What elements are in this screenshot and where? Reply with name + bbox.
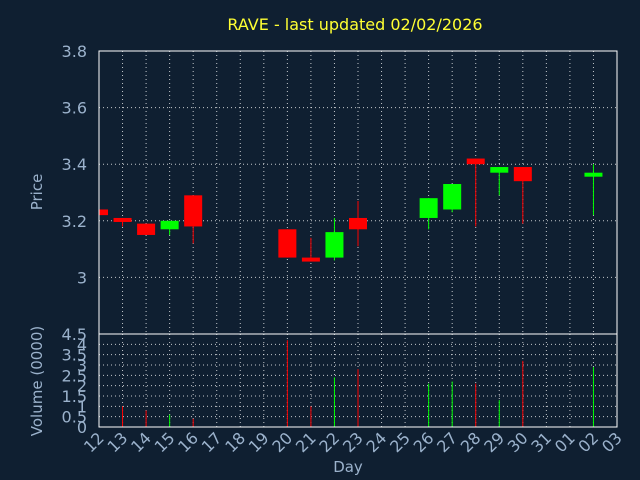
volume-y-tick-label: 0 <box>77 418 87 437</box>
price-panel: 3.8 3.6 3.4 3.2 3 <box>62 42 618 335</box>
candle-body <box>325 232 344 258</box>
volume-y-tick-label: 4.5 <box>62 325 87 344</box>
volume-bars <box>122 340 594 427</box>
candle-body <box>443 184 462 210</box>
candle-body <box>584 172 603 177</box>
candle-body <box>419 198 438 218</box>
volume-y-tick-label: 2.5 <box>62 366 87 385</box>
candle-body <box>184 195 203 227</box>
x-axis-label: Day <box>333 458 363 476</box>
volume-y-tick-label: 1.5 <box>62 387 87 406</box>
volume-axis-label: Volume (0000) <box>28 326 46 436</box>
candle-body <box>513 167 532 182</box>
volume-y-tick-label: 4 <box>77 335 87 354</box>
price-y-tick-label: 3.8 <box>62 42 87 61</box>
volume-y-tick-label: 3 <box>77 356 87 375</box>
candle-body <box>490 167 509 173</box>
chart-title: RAVE - last updated 02/02/2026 <box>227 15 482 34</box>
candle-body <box>349 217 367 230</box>
volume-y-tick-label: 0.5 <box>62 408 87 427</box>
volume-panel: 4.543.532.521.510.50 <box>62 325 618 437</box>
candle-body <box>137 223 156 235</box>
x-axis-ticks: 1213141516171819202122232425262728293031… <box>80 428 626 456</box>
volume-y-tick-label: 3.5 <box>62 346 87 365</box>
volume-y-ticks: 4.543.532.521.510.50 <box>62 325 87 437</box>
x-tick-label: 03 <box>598 428 626 456</box>
price-gridlines <box>99 51 617 334</box>
candles <box>98 158 603 262</box>
price-y-tick-label: 3.2 <box>62 212 87 231</box>
candle-body <box>466 158 485 165</box>
price-y-tick-label: 3.4 <box>62 155 87 174</box>
candle-body <box>301 257 320 262</box>
candle-body <box>113 217 132 222</box>
candle-body <box>99 209 108 216</box>
price-axis-label: Price <box>28 174 46 211</box>
candle-body <box>160 220 179 230</box>
price-y-ticks: 3.8 3.6 3.4 3.2 3 <box>62 42 87 287</box>
candle-body <box>278 229 297 258</box>
price-y-tick-label: 3.6 <box>62 99 87 118</box>
volume-y-tick-label: 1 <box>77 397 87 416</box>
volume-y-tick-label: 2 <box>77 377 87 396</box>
price-y-tick-label: 3 <box>77 268 87 287</box>
volume-frame <box>98 333 618 428</box>
